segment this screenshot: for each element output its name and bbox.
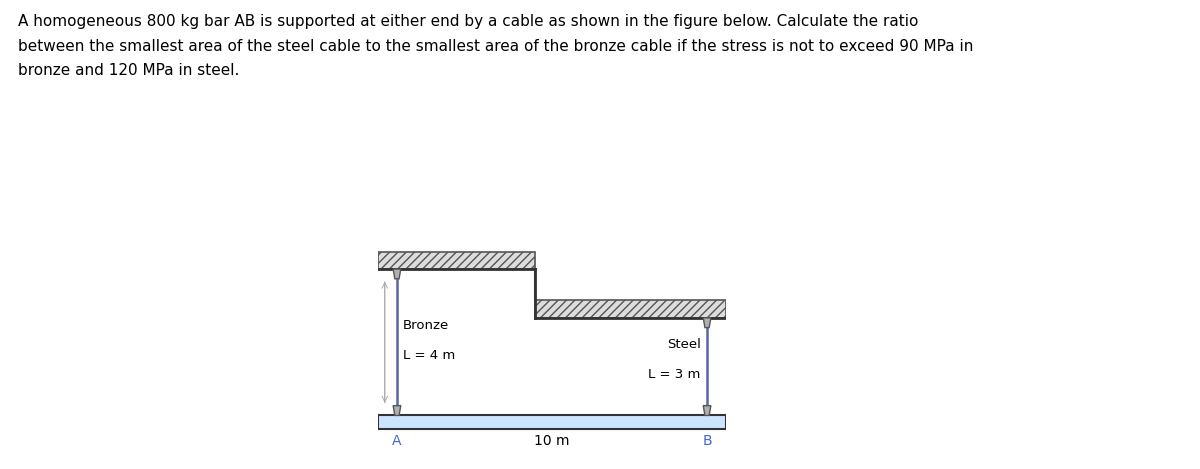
Text: B: B	[702, 433, 712, 447]
Text: L = 4 m: L = 4 m	[403, 349, 456, 362]
Text: A homogeneous 800 kg bar AB is supported at either end by a cable as shown in th: A homogeneous 800 kg bar AB is supported…	[18, 14, 973, 78]
Text: L = 3 m: L = 3 m	[648, 368, 701, 381]
Bar	[534, 301, 726, 318]
Text: Steel: Steel	[667, 338, 701, 351]
Text: Bronze: Bronze	[403, 319, 450, 332]
Text: 10 m: 10 m	[534, 433, 570, 447]
Polygon shape	[703, 406, 710, 416]
Bar	[378, 252, 534, 269]
Polygon shape	[394, 269, 401, 279]
Polygon shape	[703, 318, 710, 328]
Polygon shape	[394, 406, 401, 416]
Text: A: A	[392, 433, 402, 447]
Bar	[378, 416, 726, 429]
